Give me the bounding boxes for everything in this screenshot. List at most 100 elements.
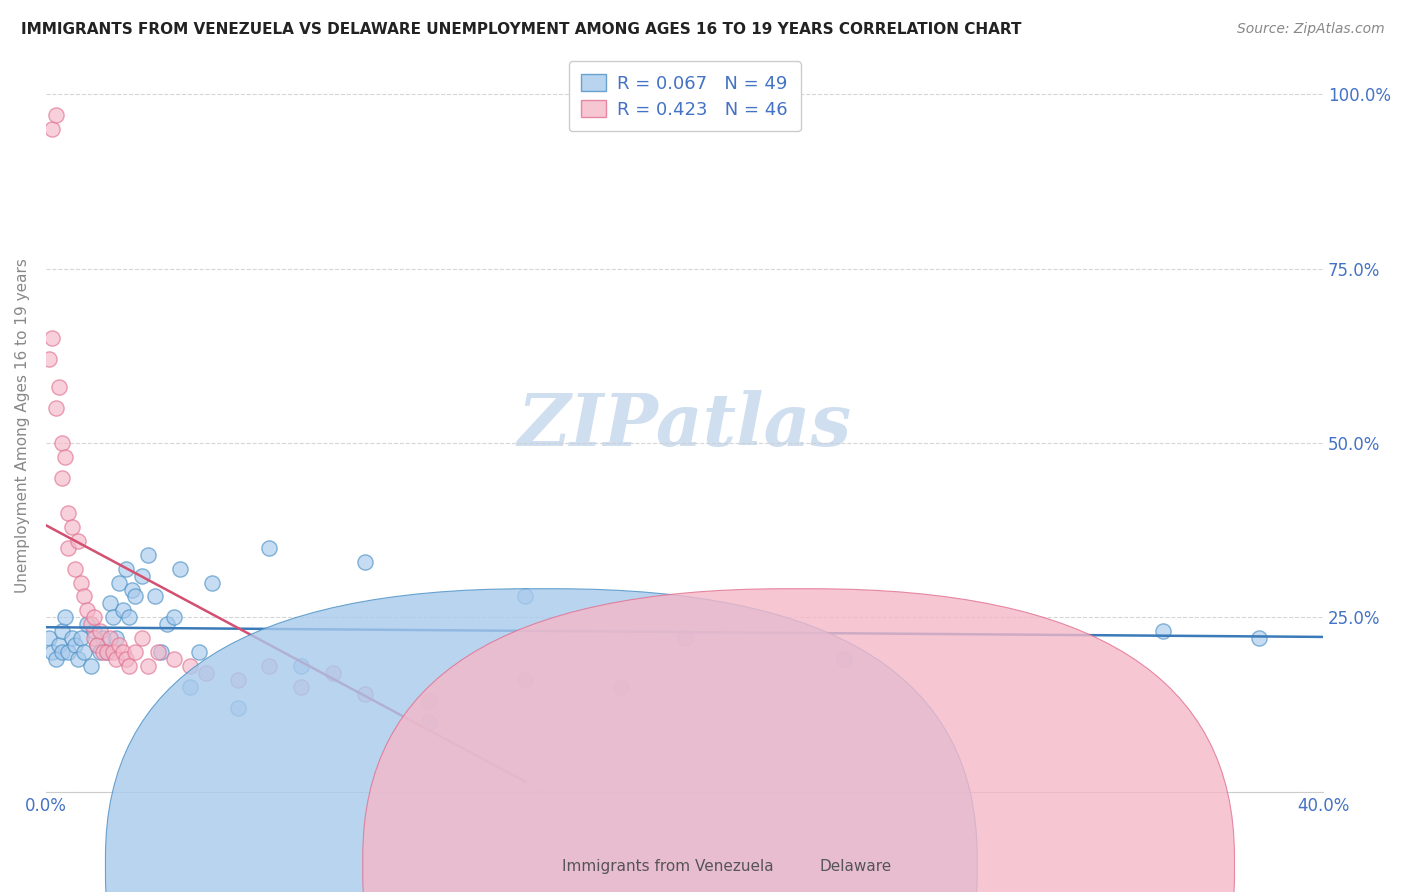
Point [105,632,128,646]
Point [609,680,631,694]
Point [673,632,696,646]
Point [83,632,105,646]
Point [58,645,80,659]
Point [60,520,83,534]
Point [38,632,60,646]
Text: Source: ZipAtlas.com: Source: ZipAtlas.com [1237,22,1385,37]
Point [51,436,73,450]
Legend: R = 0.067   N = 49, R = 0.423   N = 46: R = 0.067 N = 49, R = 0.423 N = 46 [568,62,800,131]
Point [96,645,118,659]
Point [86,638,108,652]
Point [322,666,344,681]
Point [114,561,136,575]
Point [201,575,224,590]
Point [169,561,191,575]
Point [93,645,115,659]
Point [179,680,201,694]
Y-axis label: Unemployment Among Ages 16 to 19 years: Unemployment Among Ages 16 to 19 years [15,258,30,593]
Text: IMMIGRANTS FROM VENEZUELA VS DELAWARE UNEMPLOYMENT AMONG AGES 16 TO 19 YEARS COR: IMMIGRANTS FROM VENEZUELA VS DELAWARE UN… [21,22,1022,37]
Point [194,666,217,681]
Point [188,645,211,659]
Point [48,638,70,652]
Point [73,645,96,659]
Point [51,645,73,659]
Point [259,659,281,673]
Point [105,652,128,666]
Point [124,645,146,659]
Point [58,506,80,520]
Point [63,638,86,652]
Point [111,603,134,617]
Point [41,645,63,659]
Point [53,610,76,624]
Point [93,632,115,646]
Point [118,610,141,624]
Point [418,714,440,729]
Point [354,555,377,569]
Point [136,548,159,562]
Point [179,659,201,673]
Point [226,701,249,715]
Point [73,590,96,604]
Point [89,624,111,639]
Text: Delaware: Delaware [820,859,891,873]
Point [108,575,131,590]
Point [136,659,159,673]
Point [60,632,83,646]
Point [66,652,89,666]
Point [83,624,105,639]
Point [83,610,105,624]
Point [163,610,186,624]
Point [124,590,146,604]
Point [48,380,70,394]
Point [41,331,63,345]
Point [143,590,166,604]
Point [70,575,93,590]
Point [98,597,121,611]
Point [98,632,121,646]
Point [45,652,67,666]
Point [146,645,169,659]
Point [114,652,136,666]
Point [290,680,312,694]
Point [41,122,63,136]
Point [96,645,118,659]
Point [63,561,86,575]
Point [513,590,536,604]
Point [45,108,67,122]
Point [89,645,111,659]
Point [79,617,101,632]
Point [66,533,89,548]
Point [51,471,73,485]
Point [354,687,377,701]
Point [121,582,143,597]
Point [76,617,98,632]
Text: Immigrants from Venezuela: Immigrants from Venezuela [562,859,775,873]
Point [108,638,131,652]
Point [58,541,80,555]
Point [101,610,124,624]
Text: ZIPatlas: ZIPatlas [517,390,852,461]
Point [79,659,101,673]
Point [86,638,108,652]
Point [832,652,855,666]
Point [163,652,186,666]
Point [226,673,249,687]
Point [259,541,281,555]
Point [290,659,312,673]
Point [70,632,93,646]
Point [76,603,98,617]
Point [156,617,179,632]
Point [513,673,536,687]
Point [51,624,73,639]
Point [118,659,141,673]
Point [418,694,440,708]
Point [38,352,60,367]
Point [131,632,153,646]
Point [131,568,153,582]
Point [1153,624,1175,639]
Point [101,645,124,659]
Point [1249,632,1271,646]
Point [149,645,172,659]
Point [45,401,67,416]
